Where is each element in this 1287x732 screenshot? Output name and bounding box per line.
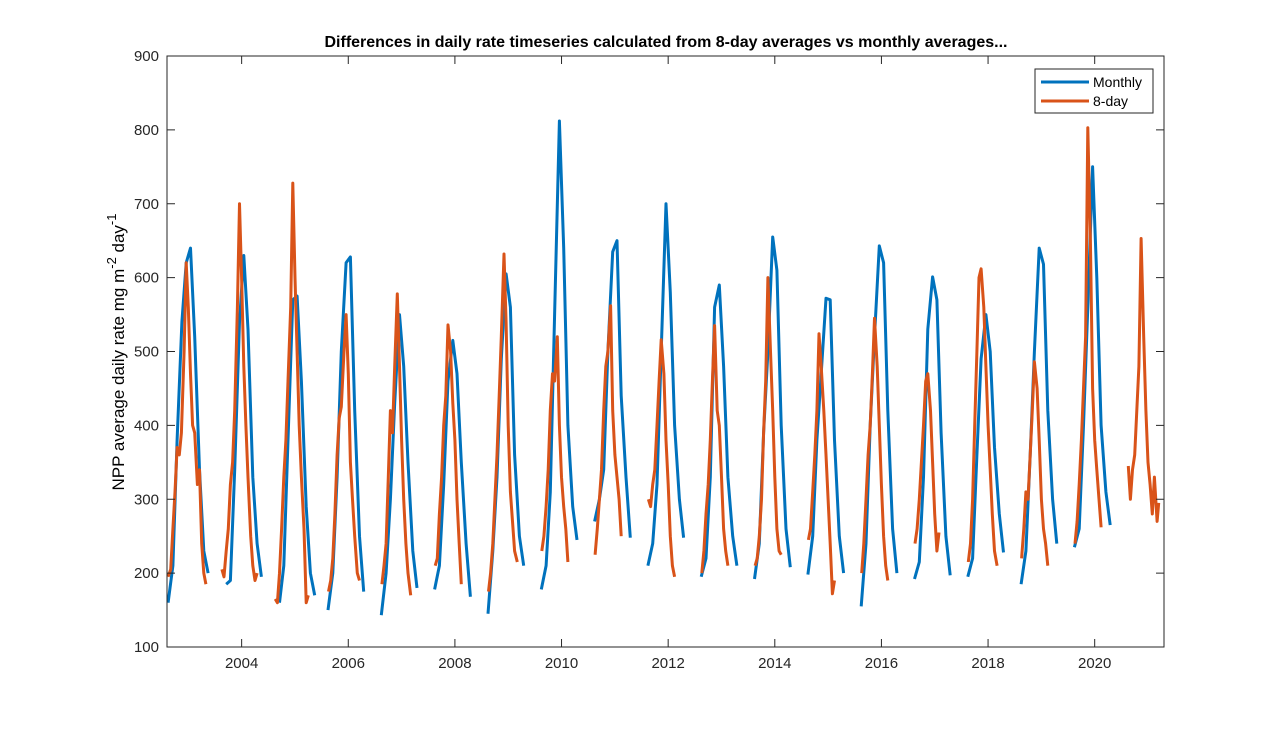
series-line-monthly [646,202,686,567]
series-line-8-day [860,316,890,581]
series-line-8-day [593,304,623,555]
y-tick-label: 900 [134,48,159,65]
series-line-8-day [966,267,999,566]
y-axis-label-main: NPP average daily rate mg m [109,269,128,491]
x-tick-label: 2004 [225,655,258,672]
x-tick-label: 2020 [1078,655,1111,672]
y-tick-label: 400 [134,417,159,434]
series-line-8-day [1073,126,1103,544]
x-tick-label: 2012 [651,655,684,672]
x-tick-label: 2014 [758,655,791,672]
series-line-8-day [540,335,570,563]
y-tick-label: 200 [134,565,159,582]
series-line-monthly [913,275,952,580]
legend-label-monthly: Monthly [1093,74,1142,90]
series-line-8-day [327,313,361,592]
series-line-monthly [225,254,263,586]
legend-label-8-day: 8-day [1093,93,1128,109]
series-line-monthly [966,313,1005,578]
y-axis-label-sup-1: -2 [104,257,119,269]
series-line-monthly [379,313,419,616]
x-tick-label: 2006 [332,655,365,672]
legend: Monthly 8-day [1034,68,1154,114]
series-line-monthly [859,244,899,607]
y-tick-label: 300 [134,491,159,508]
series-line-8-day [487,252,519,592]
y-tick-label: 700 [134,196,159,213]
series-line-8-day [1126,237,1161,523]
series-line-8-day [913,372,941,553]
y-tick-label: 500 [134,344,159,361]
y-tick-label: 100 [134,639,159,656]
series-line-monthly [433,338,472,597]
series-8-day [166,126,1161,605]
axis-layer: 100 200 300 400 500 600 700 800 900 2004 2006 2008 2… [134,48,1164,672]
y-axis-label-sup-2: -1 [104,214,119,226]
series-line-8-day [806,332,836,596]
x-tick-label: 2018 [971,655,1004,672]
y-tick-label: 800 [134,122,159,139]
series-line-monthly [1072,165,1112,548]
y-tick-label: 600 [134,270,159,287]
x-tick-label: 2008 [438,655,471,672]
y-axis-label: NPP average daily rate mg m-2 day-1 [104,214,128,491]
series-line-monthly [278,294,317,603]
plot-area [167,56,1164,647]
series-line-8-day [1020,360,1050,566]
y-axis-label-mid: day [109,225,128,258]
series-line-8-day [433,323,463,585]
series-line-8-day [166,261,208,585]
series-line-monthly [539,119,579,590]
series-line-8-day [700,324,730,574]
x-tick-label: 2016 [865,655,898,672]
chart-title: Differences in daily rate timeseries cal… [325,34,1008,51]
x-tick-label: 2010 [545,655,578,672]
series-line-8-day [220,202,259,582]
series-layer [166,119,1161,616]
series-line-monthly [1019,246,1059,585]
series-line-8-day [273,181,310,605]
series-line-8-day [380,292,413,596]
series-line-8-day [753,276,783,567]
series-line-monthly [806,296,846,575]
series-line-8-day [646,338,677,578]
legend-box [1034,68,1154,114]
series-line-monthly [699,283,739,578]
